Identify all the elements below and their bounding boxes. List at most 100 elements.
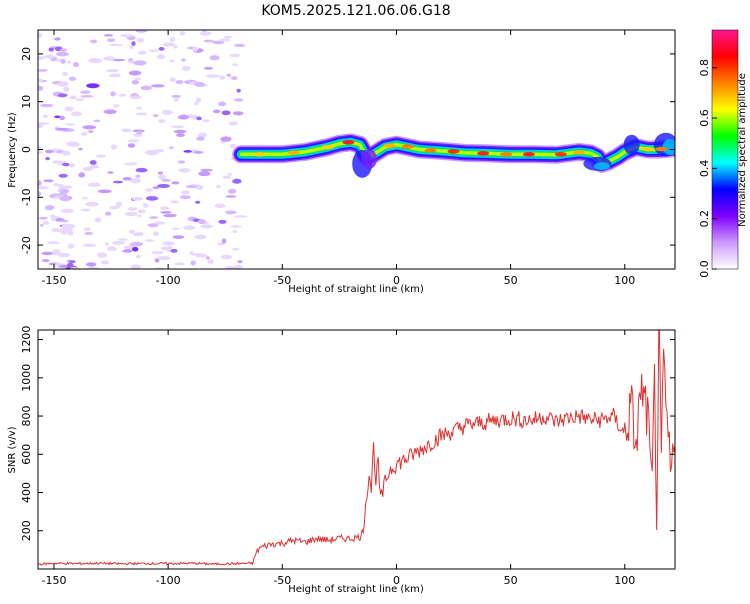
noise-speckle	[58, 173, 68, 178]
spectrogram-peak	[477, 151, 490, 156]
noise-speckle	[103, 56, 116, 61]
noise-speckle	[131, 264, 141, 269]
noise-speckle	[172, 235, 185, 239]
noise-speckle	[136, 106, 143, 110]
noise-speckle	[177, 160, 186, 164]
noise-speckle	[111, 58, 126, 62]
noise-speckle	[179, 31, 186, 36]
noise-speckle	[147, 223, 159, 228]
noise-speckle	[38, 191, 42, 197]
noise-speckle	[199, 31, 212, 36]
noise-speckle	[53, 183, 59, 187]
noise-speckle	[138, 50, 147, 55]
noise-speckle	[181, 190, 190, 195]
noise-speckle	[202, 119, 210, 123]
noise-speckle	[236, 88, 241, 93]
noise-speckle	[68, 260, 76, 264]
noise-speckle	[191, 114, 198, 120]
noise-speckle	[138, 231, 144, 237]
noise-speckle	[224, 265, 238, 269]
noise-speckle	[39, 224, 44, 227]
noise-speckle	[86, 83, 100, 89]
noise-speckle	[195, 200, 201, 204]
spectrogram-ridge-band	[239, 140, 675, 166]
noise-speckle	[128, 70, 142, 76]
noise-speckle	[133, 77, 142, 81]
noise-speckle	[89, 160, 97, 165]
noise-speckle	[103, 109, 117, 114]
noise-speckle	[148, 49, 159, 52]
noise-speckle	[96, 252, 108, 258]
noise-speckle	[84, 231, 94, 235]
noise-speckle	[41, 251, 54, 256]
noise-speckle	[228, 121, 239, 126]
noise-speckle	[161, 109, 173, 115]
noise-speckle	[60, 58, 66, 64]
noise-speckle	[197, 218, 206, 225]
spectrogram-peak	[573, 150, 586, 155]
noise-speckle	[160, 246, 170, 251]
noise-speckle	[39, 103, 54, 108]
noise-speckle	[194, 82, 206, 87]
noise-speckle	[80, 90, 91, 94]
noise-speckle	[57, 252, 71, 258]
noise-speckle	[232, 63, 238, 67]
noise-speckle	[176, 133, 185, 138]
noise-speckle	[169, 37, 176, 42]
snr-x-ticks: -150 -100 -50 0 50 100	[41, 330, 635, 587]
noise-speckle	[54, 127, 69, 131]
noise-speckle	[38, 123, 44, 129]
noise-speckle	[112, 180, 124, 184]
noise-speckle	[113, 103, 120, 108]
noise-speckle	[82, 243, 97, 248]
noise-speckle	[150, 84, 165, 88]
noise-speckle	[121, 128, 132, 133]
spectrogram-peak	[253, 152, 266, 157]
noise-speckle	[193, 101, 200, 106]
noise-speckle	[107, 171, 114, 174]
noise-speckle	[154, 221, 165, 225]
noise-speckle	[220, 254, 233, 260]
noise-speckle	[151, 251, 164, 255]
noise-speckle	[42, 221, 50, 225]
spectrogram-blob	[593, 162, 610, 171]
noise-speckle	[85, 201, 99, 207]
spectrogram-marks	[38, 30, 675, 269]
noise-speckle	[38, 151, 44, 154]
spectrogram-peak	[641, 146, 654, 152]
figure-title: KOM5.2025.121.06.06.G18	[261, 3, 450, 19]
noise-speckle	[94, 217, 102, 223]
noise-speckle	[38, 56, 46, 60]
noise-speckle	[137, 214, 142, 218]
noise-speckle	[198, 132, 207, 138]
noise-speckle	[161, 179, 172, 182]
spectrogram-blob	[662, 139, 675, 156]
noise-speckle	[157, 183, 170, 189]
noise-speckle	[232, 230, 238, 234]
spectrogram-y-label: Frequency (Hz)	[7, 112, 18, 188]
noise-speckle	[234, 265, 243, 269]
noise-speckle	[136, 37, 144, 43]
noise-speckle	[171, 227, 180, 230]
noise-speckle	[129, 178, 141, 184]
noise-speckle	[109, 43, 123, 47]
noise-speckle	[170, 200, 179, 204]
noise-speckle	[194, 253, 208, 258]
noise-speckle	[38, 32, 42, 38]
noise-speckle	[57, 81, 69, 87]
noise-speckle	[60, 219, 69, 223]
noise-speckle	[42, 114, 48, 118]
noise-speckle	[136, 254, 141, 259]
noise-speckle	[120, 33, 134, 38]
spectrogram-blob	[623, 134, 640, 155]
noise-speckle	[82, 166, 94, 172]
noise-speckle	[58, 185, 73, 189]
noise-speckle	[86, 266, 100, 269]
spectrogram-y-ticks: -20 -10 0 10 20	[20, 47, 675, 254]
noise-speckle	[219, 75, 225, 80]
colorbar-label: Normalized spectral amplitude	[737, 73, 748, 227]
spectrogram-peak	[321, 144, 334, 150]
noise-speckle	[38, 78, 43, 83]
noise-speckle	[183, 225, 196, 231]
noise-speckle	[75, 98, 85, 102]
